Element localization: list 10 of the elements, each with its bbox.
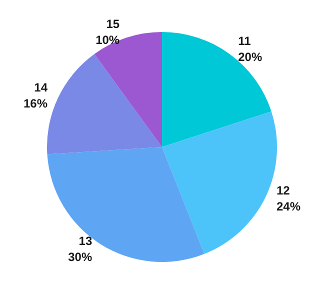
data-label: 10% [96,32,120,47]
slice-label: 14 [34,80,48,94]
slice-label: 11 [238,34,252,48]
data-label: 24% [276,200,301,214]
slice-label: 15 [106,16,120,31]
slice-label: 13 [78,234,92,248]
data-label: 20% [238,50,262,64]
slice-label: 12 [276,184,290,198]
data-label: 30% [68,250,92,264]
data-label: 16% [23,96,48,110]
